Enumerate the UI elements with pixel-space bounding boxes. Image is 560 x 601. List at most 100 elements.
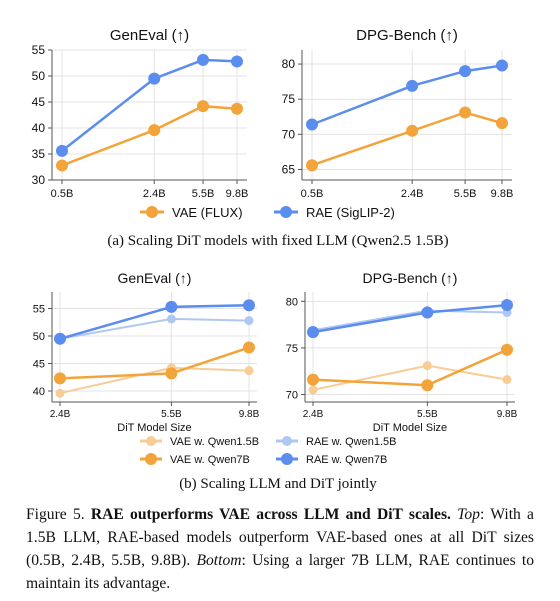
y-tick-label: 50 bbox=[32, 69, 46, 83]
series-line bbox=[311, 64, 503, 126]
figure-label: Figure 5. bbox=[26, 506, 85, 523]
legend-marker bbox=[146, 436, 156, 446]
x-tick-label: 2.4B bbox=[143, 188, 166, 200]
data-point bbox=[148, 72, 161, 85]
data-point bbox=[243, 299, 255, 312]
legend-label: VAE w. Qwen7B bbox=[170, 454, 250, 466]
legend-label: RAE (SigLIP-2) bbox=[306, 205, 395, 220]
x-tick-label: 9.8B bbox=[226, 188, 249, 200]
legend-label: VAE w. Qwen1.5B bbox=[170, 436, 259, 448]
y-tick-label: 75 bbox=[286, 343, 298, 355]
legend-marker bbox=[282, 436, 292, 446]
data-point bbox=[54, 372, 66, 385]
legend-label: RAE w. Qwen7B bbox=[306, 454, 387, 466]
data-point bbox=[496, 117, 508, 130]
x-tick-label: 2.4B bbox=[401, 188, 424, 200]
data-point bbox=[501, 299, 513, 312]
y-tick-label: 70 bbox=[282, 127, 296, 141]
x-tick-label: 5.5B bbox=[454, 188, 477, 200]
caption-bottom-text: : Using a larger 7B LLM, RAE continues t… bbox=[26, 552, 534, 592]
data-point bbox=[166, 314, 176, 324]
bottom-legend: VAE w. Qwen1.5B RAE w. Qwen1.5B VAE w. Q… bbox=[140, 436, 397, 466]
chart-title: GenEval (↑) bbox=[118, 270, 192, 286]
data-point bbox=[501, 343, 513, 356]
data-point bbox=[307, 326, 319, 339]
x-axis-label: DiT Model Size bbox=[117, 422, 191, 434]
data-point bbox=[406, 79, 419, 92]
y-tick-label: 45 bbox=[32, 95, 46, 109]
bottom-subcaption: (b) Scaling LLM and DiT jointly bbox=[179, 476, 377, 492]
legend-marker bbox=[146, 206, 158, 218]
x-tick-label: 2.4B bbox=[50, 409, 71, 420]
data-point bbox=[148, 124, 161, 137]
caption-title: RAE outperforms VAE across LLM and DiT s… bbox=[90, 506, 451, 523]
data-point bbox=[231, 55, 243, 68]
x-tick-label: 5.5B bbox=[161, 409, 182, 420]
caption-top-text: : With a 1.5B LLM, RAE-based models outp… bbox=[26, 506, 534, 569]
y-tick-label: 75 bbox=[282, 92, 296, 106]
data-point bbox=[244, 316, 254, 326]
series-line bbox=[312, 348, 508, 387]
legend-label: RAE w. Qwen1.5B bbox=[306, 436, 397, 448]
series-line bbox=[59, 366, 250, 395]
data-point bbox=[54, 332, 66, 345]
x-tick-label: 0.5B bbox=[51, 188, 74, 200]
data-point bbox=[197, 100, 210, 113]
top-subcaption: (a) Scaling DiT models with fixed LLM (Q… bbox=[107, 233, 448, 249]
caption-bottom-label: Bottom bbox=[196, 552, 242, 569]
x-tick-label: 9.8B bbox=[491, 188, 514, 200]
series-line bbox=[61, 104, 238, 167]
data-point bbox=[459, 65, 472, 78]
y-tick-label: 50 bbox=[33, 331, 45, 343]
legend-marker bbox=[280, 206, 292, 218]
x-tick-label: 9.8B bbox=[497, 409, 518, 420]
data-point bbox=[56, 159, 68, 172]
legend-marker bbox=[145, 453, 157, 465]
data-point bbox=[306, 159, 318, 172]
data-point bbox=[231, 102, 243, 115]
data-point bbox=[421, 379, 434, 392]
data-point bbox=[197, 53, 210, 66]
chart-title: DPG-Bench (↑) bbox=[356, 27, 458, 44]
chart-title: DPG-Bench (↑) bbox=[363, 270, 458, 286]
y-tick-label: 40 bbox=[33, 386, 45, 398]
y-tick-label: 80 bbox=[282, 57, 296, 71]
series-line bbox=[61, 58, 238, 152]
x-tick-label: 5.5B bbox=[192, 188, 215, 200]
data-point bbox=[422, 361, 432, 371]
x-tick-label: 2.4B bbox=[303, 409, 324, 420]
chart-dpgbench-top: DPG-Bench (↑) 65 70 75 80 0.5B 2.4B 5.5B 9.8B bbox=[282, 27, 514, 200]
chart-geneval-top: GenEval (↑) 30 35 40 45 50 55 0.5B 2.4B 5.5B 9.8B bbox=[32, 27, 249, 200]
y-tick-label: 30 bbox=[32, 173, 46, 187]
data-point bbox=[502, 375, 512, 385]
figure-caption: Figure 5. RAE outperforms VAE across LLM… bbox=[26, 503, 534, 595]
chart-title: GenEval (↑) bbox=[110, 27, 189, 44]
data-point bbox=[406, 124, 419, 137]
y-tick-label: 80 bbox=[286, 296, 298, 308]
data-point bbox=[421, 306, 434, 319]
y-tick-label: 55 bbox=[32, 43, 46, 57]
data-point bbox=[307, 373, 319, 386]
data-point bbox=[165, 367, 178, 380]
data-point bbox=[496, 59, 508, 72]
y-tick-label: 35 bbox=[32, 147, 46, 161]
top-legend: VAE (FLUX) RAE (SigLIP-2) bbox=[140, 205, 395, 220]
data-point bbox=[55, 388, 65, 398]
data-point bbox=[56, 144, 68, 157]
chart-dpgbench-bottom: DPG-Bench (↑) 70 75 80 2.4B 5.5B 9.8B DiT Model… bbox=[286, 270, 518, 434]
y-tick-label: 45 bbox=[33, 359, 45, 371]
legend-label: VAE (FLUX) bbox=[172, 205, 243, 220]
y-tick-label: 55 bbox=[33, 304, 45, 316]
series-line bbox=[312, 364, 508, 391]
series-line bbox=[311, 111, 503, 167]
legend-marker bbox=[281, 453, 293, 465]
data-point bbox=[244, 366, 254, 376]
y-tick-label: 70 bbox=[286, 390, 298, 402]
chart-geneval-bottom: GenEval (↑) 40 45 50 55 2.4B 5.5B 9.8B DiT Model… bbox=[33, 270, 260, 434]
data-point bbox=[306, 118, 318, 131]
y-tick-label: 65 bbox=[282, 162, 296, 176]
y-tick-label: 40 bbox=[32, 121, 46, 135]
caption-top-label: Top bbox=[457, 506, 480, 523]
x-tick-label: 0.5B bbox=[301, 188, 324, 200]
